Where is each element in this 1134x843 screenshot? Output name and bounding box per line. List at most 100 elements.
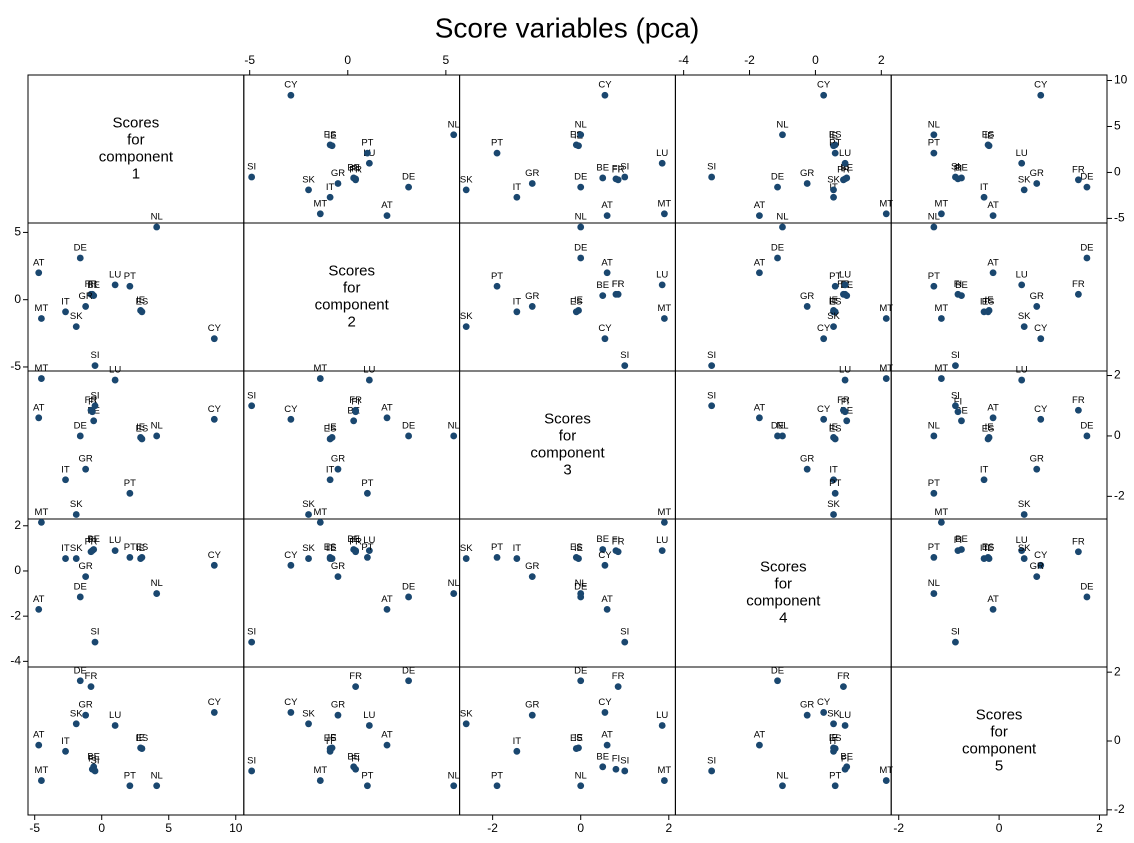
point-label: MT (935, 303, 949, 314)
point (62, 308, 69, 316)
point (930, 149, 938, 157)
point (954, 290, 962, 298)
point-label: DE (771, 242, 784, 253)
point-label: PT (829, 770, 841, 781)
point (462, 720, 470, 728)
point (985, 434, 993, 441)
x-tick-label: 2 (878, 53, 885, 67)
point (153, 223, 161, 231)
point (87, 683, 95, 691)
point (405, 432, 412, 440)
point-label: BE (840, 162, 853, 173)
point-label: BE (955, 280, 968, 291)
point (601, 709, 609, 716)
point (882, 210, 890, 218)
x-tick-label: -5 (244, 53, 255, 67)
point-label: SK (460, 708, 473, 719)
point-label: SK (827, 708, 840, 719)
x-tick-label: -2 (893, 821, 904, 835)
point-label: SI (620, 627, 629, 638)
point-label: IE (829, 422, 838, 433)
point-label: CY (208, 404, 222, 415)
point-label: FR (612, 279, 625, 290)
point-label: PT (361, 478, 373, 489)
point-label: NL (151, 578, 163, 589)
point-label: FR (1072, 279, 1085, 290)
point (1033, 180, 1041, 187)
point-label: ES (136, 296, 149, 307)
point (528, 711, 536, 719)
x-tick-label: 5 (443, 53, 450, 67)
point-label: SK (827, 311, 840, 322)
point-label: NL (776, 212, 788, 223)
point-label: FR (349, 536, 362, 547)
panel (890, 74, 1108, 224)
point-label: LU (839, 710, 851, 721)
point (1037, 415, 1045, 423)
point (831, 489, 839, 497)
x-tick-label: -2 (744, 53, 755, 67)
point-label: SK (302, 543, 315, 554)
point-label: SK (460, 543, 473, 554)
point-label: MT (313, 507, 327, 518)
point-label: ES (136, 733, 149, 744)
point (831, 282, 839, 290)
point (326, 555, 334, 562)
point (126, 489, 134, 497)
point (954, 547, 962, 555)
point (62, 476, 69, 484)
point (841, 281, 849, 289)
point (774, 432, 781, 440)
point (599, 174, 607, 182)
point (952, 362, 959, 370)
point (305, 555, 312, 562)
point (1018, 159, 1026, 167)
point-label: NL (448, 578, 460, 589)
point-label: LU (656, 535, 668, 546)
point-label: IE (136, 295, 145, 306)
point (210, 561, 218, 569)
diagonal-label: 1 (132, 165, 140, 182)
point (820, 335, 828, 343)
point-label: IE (985, 295, 994, 306)
point-label: SI (951, 627, 960, 638)
diagonal-label: Scores (976, 706, 1023, 723)
point-label: NL (928, 420, 940, 431)
point-label: FI (351, 754, 359, 765)
point-label: FR (85, 671, 98, 682)
point-label: CY (208, 697, 222, 708)
point (1083, 254, 1091, 262)
point-label: DE (74, 242, 87, 253)
point (658, 159, 666, 167)
point (980, 193, 988, 201)
point (76, 254, 84, 262)
point (830, 323, 837, 330)
diagonal-label: component (99, 148, 174, 165)
point (882, 777, 890, 784)
point (383, 414, 391, 422)
point-label: SI (247, 755, 256, 766)
point (316, 518, 324, 526)
point (614, 683, 622, 691)
point-label: FR (349, 164, 362, 175)
point-label: PT (928, 542, 940, 553)
point (305, 186, 312, 194)
point-label: SK (302, 708, 315, 719)
point-label: SK (827, 174, 840, 185)
point (513, 308, 521, 316)
point (660, 210, 668, 218)
point (126, 282, 134, 290)
point (774, 677, 781, 685)
point (352, 765, 360, 773)
point (38, 518, 45, 526)
point-label: DE (74, 581, 87, 592)
point (305, 511, 312, 518)
point (937, 315, 945, 322)
point-label: CY (817, 404, 831, 415)
diagonal-label: component (746, 592, 821, 609)
point-label: IT (326, 543, 335, 554)
x-tick-label: 0 (577, 821, 584, 835)
panel (243, 370, 461, 520)
point-label: CY (817, 80, 831, 91)
